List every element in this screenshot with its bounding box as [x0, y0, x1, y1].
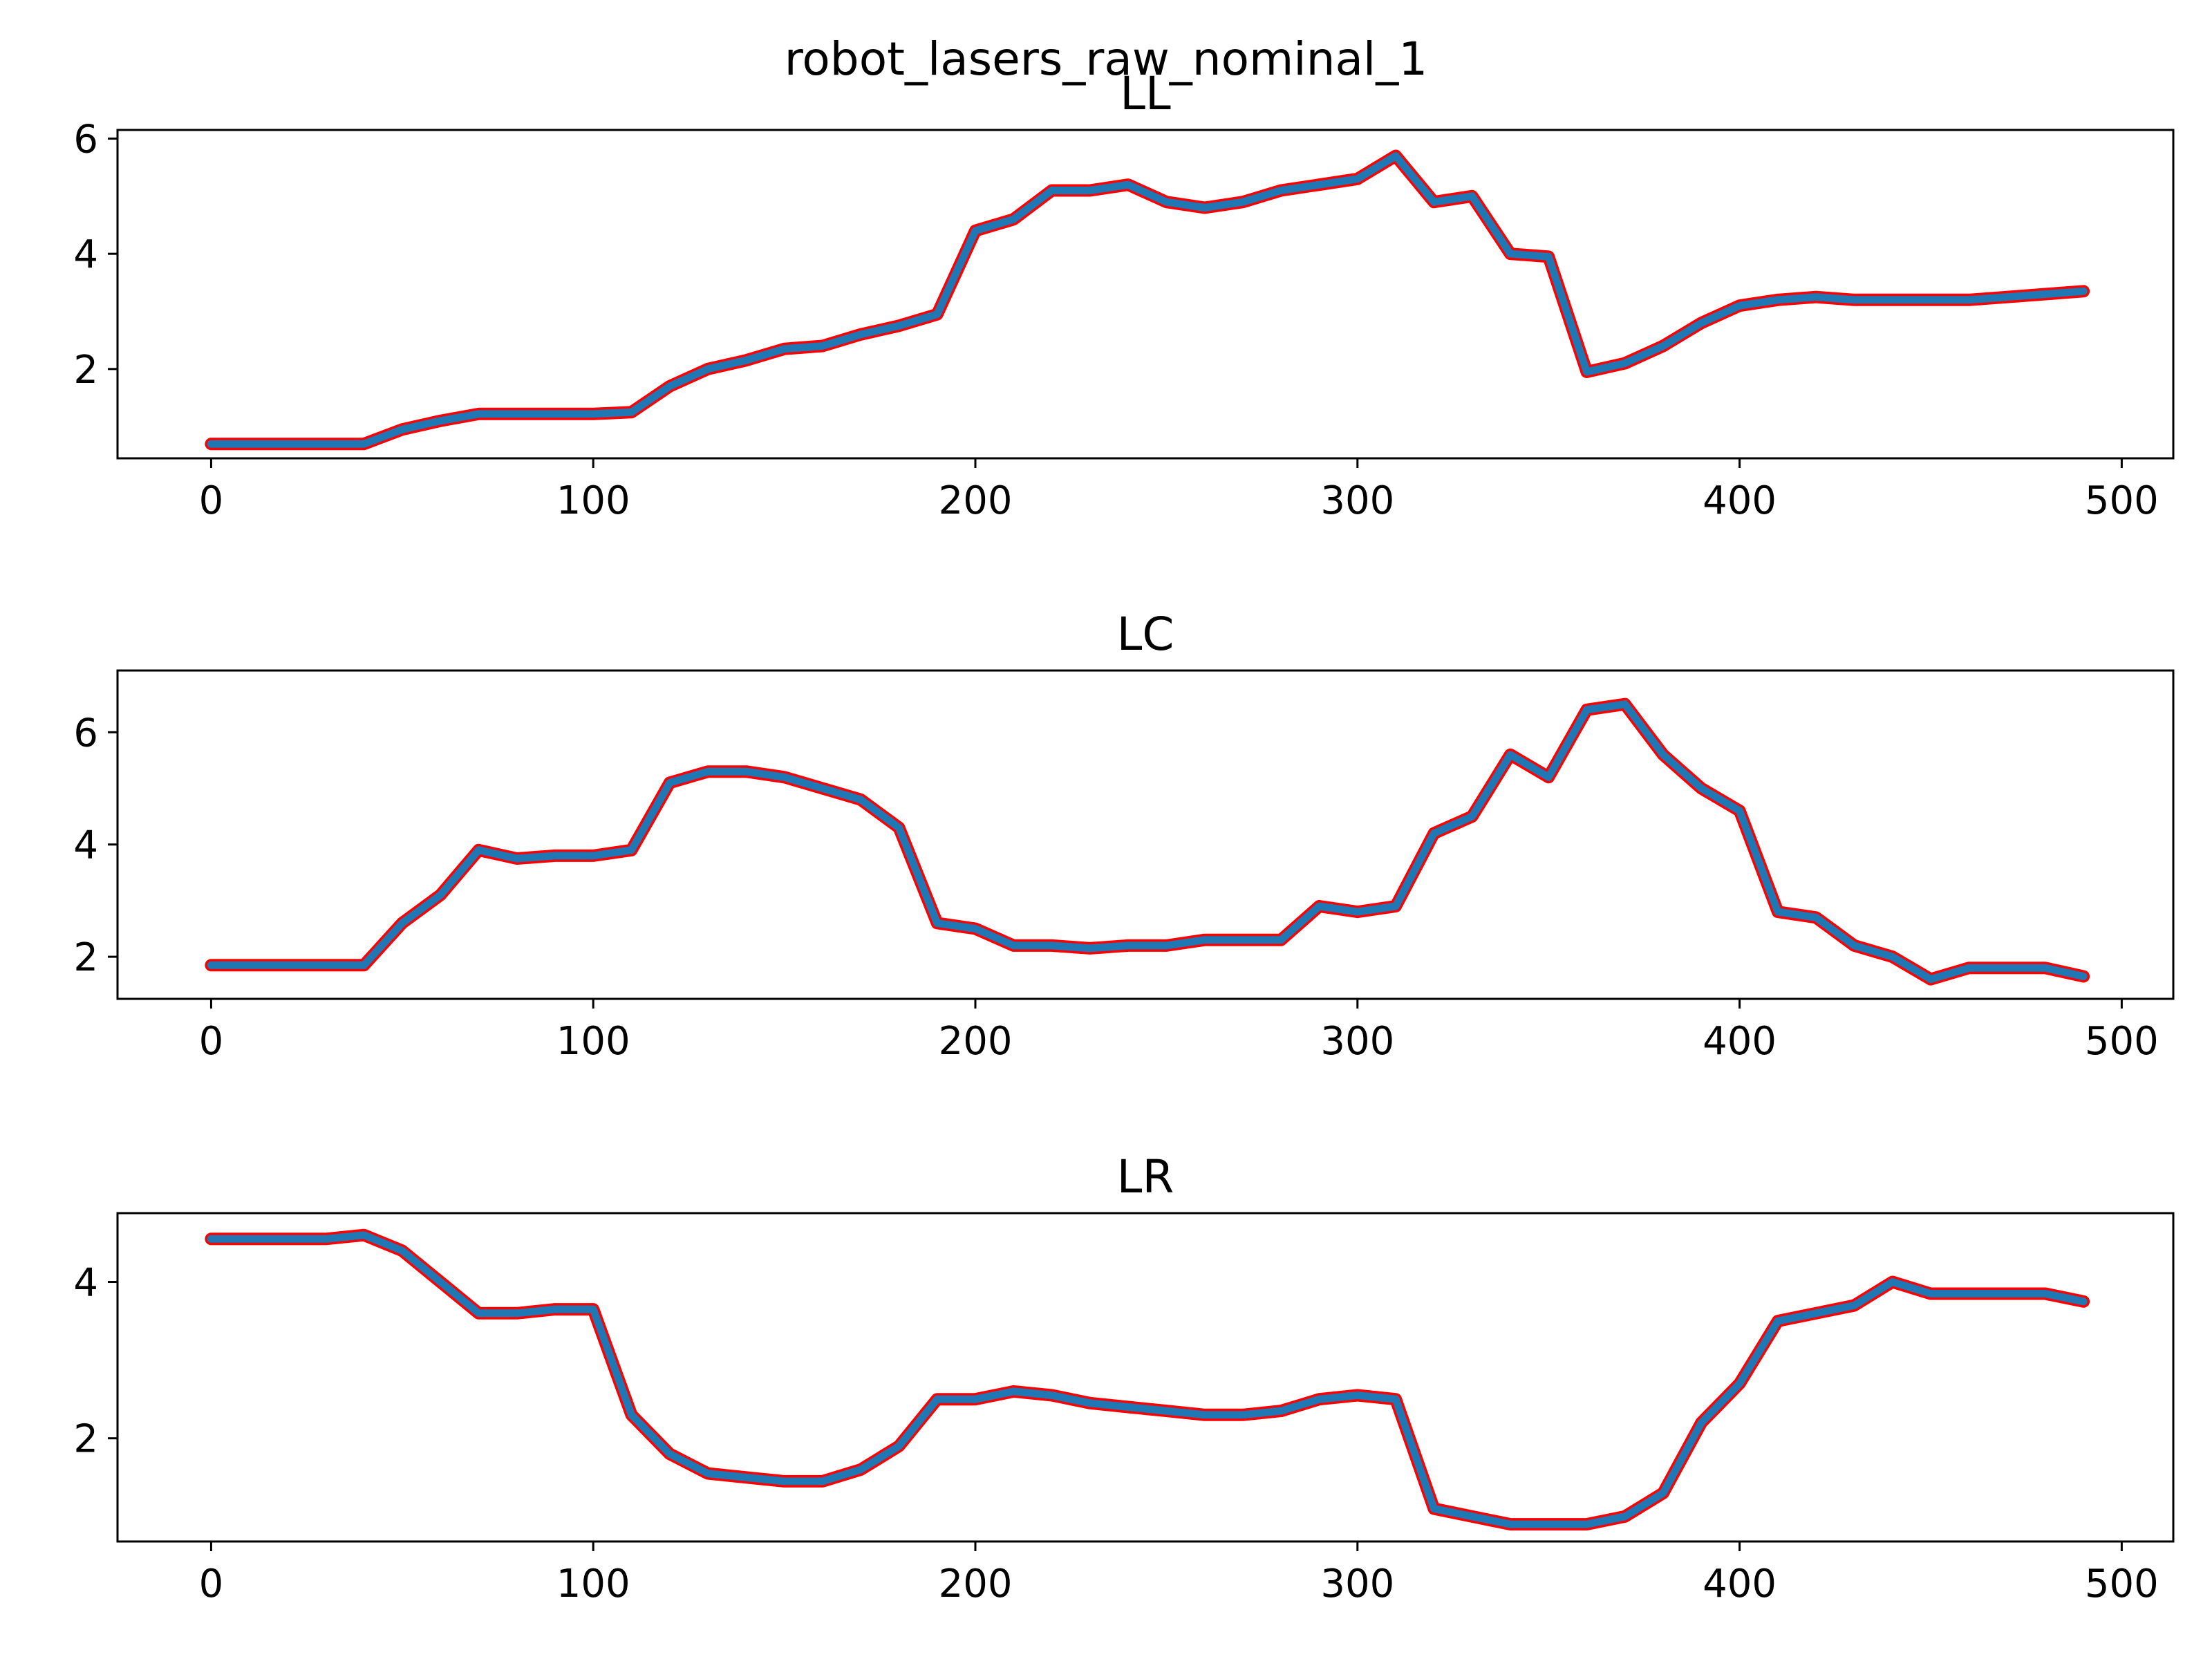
x-tick-label: 100	[556, 1019, 630, 1064]
x-tick-label: 500	[2085, 1019, 2159, 1064]
figure-title: robot_lasers_raw_nominal_1	[785, 32, 1428, 86]
series-outline-lr	[205, 1228, 2090, 1531]
x-tick-label: 200	[939, 1019, 1013, 1064]
series-line-lc	[207, 700, 2088, 984]
y-tick-label: 4	[73, 823, 98, 868]
axes-frame-ll	[116, 129, 2175, 460]
subplots: LL 0 100 200 300 400 500 2 4 6 LC 0 100 200 300 400 500 2…	[73, 67, 2175, 1606]
subplot-title-lc: LC	[1117, 608, 1174, 661]
x-tick-label: 0	[199, 1562, 224, 1606]
x-tick-label: 500	[2085, 478, 2159, 523]
subplot-ll: LL 0 100 200 300 400 500 2 4 6	[73, 67, 2175, 523]
x-tick-label: 300	[1320, 478, 1394, 523]
y-tick-label: 2	[73, 935, 98, 980]
x-tick-label: 100	[556, 1562, 630, 1606]
x-tick-label: 0	[199, 1019, 224, 1064]
axes-frame-lr	[116, 1212, 2175, 1543]
subplot-title-lr: LR	[1117, 1150, 1174, 1203]
subplot-lr: LR 0 100 200 300 400 500 2 4	[73, 1150, 2175, 1606]
y-tick-label: 2	[73, 1417, 98, 1462]
y-tick-label: 4	[73, 1261, 98, 1306]
axes-frame-lc	[116, 669, 2175, 1000]
x-tick-label: 200	[939, 1562, 1013, 1606]
x-tick-label: 400	[1703, 478, 1777, 523]
x-tick-label: 400	[1703, 1562, 1777, 1606]
x-tick-label: 200	[939, 478, 1013, 523]
y-tick-label: 2	[73, 348, 98, 393]
x-tick-label: 300	[1320, 1562, 1394, 1606]
subplot-title-ll: LL	[1120, 67, 1171, 120]
x-tick-label: 500	[2085, 1562, 2159, 1606]
x-tick-label: 300	[1320, 1019, 1394, 1064]
x-tick-label: 100	[556, 478, 630, 523]
series-outline-lc	[205, 697, 2090, 986]
y-tick-label: 6	[73, 711, 98, 756]
x-tick-label: 0	[199, 478, 224, 523]
y-tick-label: 6	[73, 118, 98, 162]
y-tick-label: 4	[73, 232, 98, 277]
series-line-ll	[207, 152, 2088, 448]
x-tick-label: 400	[1703, 1019, 1777, 1064]
subplot-lc: LC 0 100 200 300 400 500 2 4 6	[73, 608, 2175, 1064]
series-line-lr	[207, 1231, 2088, 1528]
